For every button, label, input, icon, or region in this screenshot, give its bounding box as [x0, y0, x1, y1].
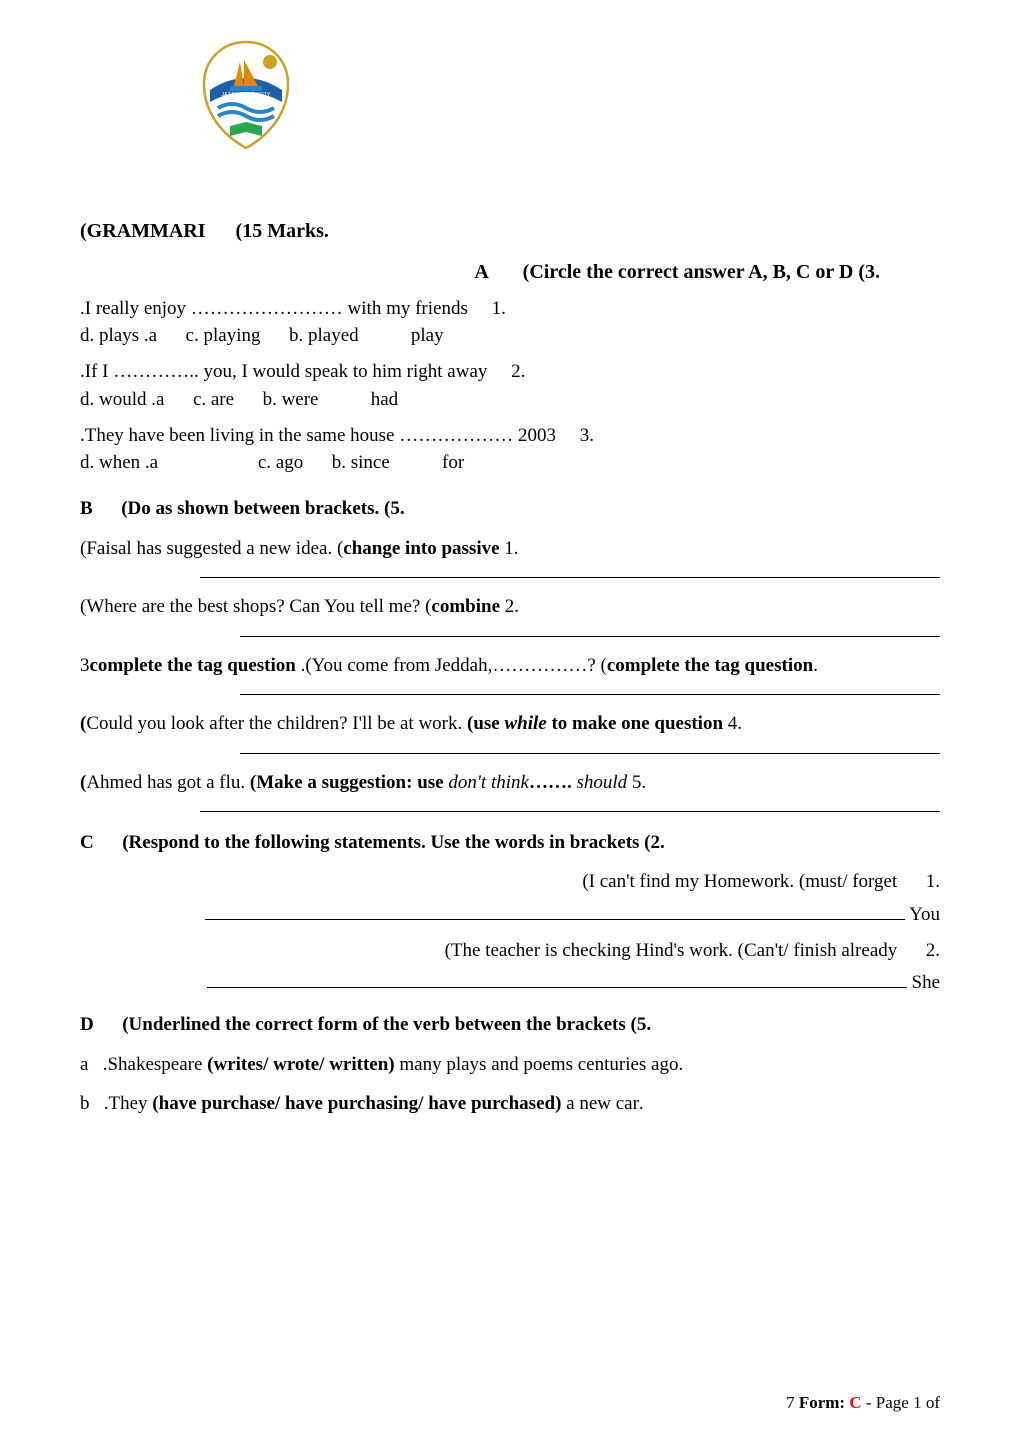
a-q2-a: had — [371, 389, 398, 410]
b-q5-italic2: should — [572, 772, 627, 793]
b-q2-answer-line — [240, 636, 940, 637]
d-item-b: .b .They (have purchase/ have purchasing… — [80, 1089, 940, 1118]
d-a-bold: (writes/ wrote/ written) — [207, 1054, 394, 1075]
university-logo: JAZAN UNIVERSITY — [200, 40, 292, 152]
a-q3-c: c. ago — [258, 452, 303, 473]
c-q2-tail: She — [912, 972, 941, 993]
a-q1-options: d. plays .a c. playing b. played play — [80, 325, 940, 347]
b-q1-num: .1 — [504, 538, 518, 559]
d-b-tail: a new car — [561, 1093, 639, 1114]
c-q1: .1 (I can't find my Homework. (must/ for… — [80, 867, 940, 896]
a-q2: .2 .If I ………….. you, I would speak to hi… — [80, 357, 940, 386]
part-d-heading: .D (Underlined the correct form of the v… — [80, 1010, 940, 1039]
a-q3-a: for — [442, 452, 464, 473]
a-q2-options: d. would .a c. are b. were had — [80, 389, 940, 411]
d-a-tail: many plays and poems centuries ago — [395, 1054, 679, 1075]
a-q3-b: b. since — [332, 452, 390, 473]
b-q1: .1 (Faisal has suggested a new idea. (ch… — [80, 534, 940, 563]
c-q1-tail: You — [909, 904, 940, 925]
footer-page-text: - Page 1 of — [862, 1393, 940, 1412]
part-c-heading: .C (Respond to the following statements.… — [80, 828, 940, 857]
c-q2-num: .2 — [926, 940, 940, 961]
part-d-title: (Underlined the correct form of the verb… — [122, 1014, 646, 1035]
a-q1-b: b. played — [289, 325, 359, 346]
c-q1-blank — [205, 901, 905, 920]
a-q1: .1 .I really enjoy …………………… with my frie… — [80, 294, 940, 323]
b-q2-text: (Where are the best shops? Can You tell … — [80, 596, 431, 617]
part-a-title: (Circle the correct answer A, B, C or D … — [523, 261, 875, 283]
grammar-label: (GRAMMAR — [80, 220, 198, 243]
b-q5-dots: ……. — [529, 772, 572, 793]
b-q3-answer-line — [240, 694, 940, 695]
d-b-lead: .They — [104, 1093, 153, 1114]
b-q5-plain: Ahmed has got a flu. — [86, 772, 250, 793]
c-q1-text: (I can't find my Homework. (must/ forget — [582, 871, 897, 892]
b-q5-italic1: don't think — [448, 772, 529, 793]
b-q4-num: .4 — [728, 713, 742, 734]
c-q2-text: (The teacher is checking Hind's work. (C… — [445, 940, 898, 961]
marks-label: (15 Marks — [236, 220, 324, 242]
b-q5: .5 (Ahmed has got a flu. (Make a suggest… — [80, 768, 940, 797]
d-item-a: .a .Shakespeare (writes/ wrote/ written)… — [80, 1050, 940, 1079]
b-q5-bold1: (Make a suggestion: use — [250, 772, 448, 793]
a-q1-num: .1 — [492, 298, 506, 319]
a-q1-text: .I really enjoy …………………… with my friends — [80, 298, 468, 319]
c-q2-answer: She — [80, 969, 940, 994]
b-q4-italic: while — [505, 713, 547, 734]
a-q3-num: .3 — [580, 425, 594, 446]
part-b-title: (Do as shown between brackets. (5 — [121, 498, 400, 519]
b-q1-bold: change into passive — [343, 538, 499, 559]
d-a-lead: .Shakespeare — [103, 1054, 207, 1075]
c-q1-num: .1 — [926, 871, 940, 892]
a-q1-d: d. plays .a — [80, 325, 157, 346]
a-q2-d: d. would .a — [80, 389, 164, 410]
page: JAZAN UNIVERSITY (GRAMMAR .I (15 Marks .… — [0, 0, 1020, 1443]
a-q2-text: .If I ………….. you, I would speak to him r… — [80, 361, 487, 382]
a-q2-num: .2 — [511, 361, 525, 382]
c-q2: .2 (The teacher is checking Hind's work.… — [80, 936, 940, 965]
b-q2: .2 (Where are the best shops? Can You te… — [80, 592, 940, 621]
a-q3-options: d. when .a c. ago b. since for — [80, 452, 940, 474]
part-c-title: (Respond to the following statements. Us… — [122, 832, 660, 853]
footer-form-label: Form: — [799, 1393, 850, 1412]
a-q1-a: play — [411, 325, 444, 346]
a-q1-c: c. playing — [186, 325, 261, 346]
a-q2-b: b. were — [263, 389, 319, 410]
page-footer: 7 Form: C - Page 1 of — [786, 1393, 940, 1413]
b-q3: .3complete the tag question.(You come fr… — [80, 651, 940, 680]
section-i-heading: (GRAMMAR .I (15 Marks — [80, 220, 940, 243]
b-q4-bold1: (use — [467, 713, 504, 734]
a-q2-c: c. are — [193, 389, 234, 410]
a-q3-text: .They have been living in the same house… — [80, 425, 556, 446]
footer-total: 7 — [786, 1393, 799, 1412]
a-q3-d: d. when .a — [80, 452, 158, 473]
b-q3-bold: complete the tag question — [90, 655, 296, 676]
c-q1-answer: You — [80, 901, 940, 926]
footer-form-letter: C — [849, 1393, 861, 1412]
d-b-bold: (have purchase/ have purchasing/ have pu… — [152, 1093, 561, 1114]
part-a-heading: .A (Circle the correct answer A, B, C or… — [80, 261, 940, 284]
b-q1-text: (Faisal has suggested a new idea. ( — [80, 538, 343, 559]
svg-text:JAZAN UNIVERSITY: JAZAN UNIVERSITY — [221, 92, 271, 98]
b-q5-answer-line — [200, 811, 940, 812]
b-q2-bold: combine — [431, 596, 500, 617]
b-q4-bold2: to make one question — [547, 713, 723, 734]
b-q4-plain: Could you look after the children? I'll … — [86, 713, 467, 734]
b-q1-answer-line — [200, 577, 940, 578]
b-q2-num: .2 — [505, 596, 519, 617]
b-q5-num: .5 — [632, 772, 646, 793]
part-b-heading: .B (Do as shown between brackets. (5 — [80, 494, 940, 523]
b-q4: .4 (Could you look after the children? I… — [80, 709, 940, 738]
a-q3: .3 .They have been living in the same ho… — [80, 421, 940, 450]
b-q4-answer-line — [240, 753, 940, 754]
c-q2-blank — [207, 969, 907, 988]
